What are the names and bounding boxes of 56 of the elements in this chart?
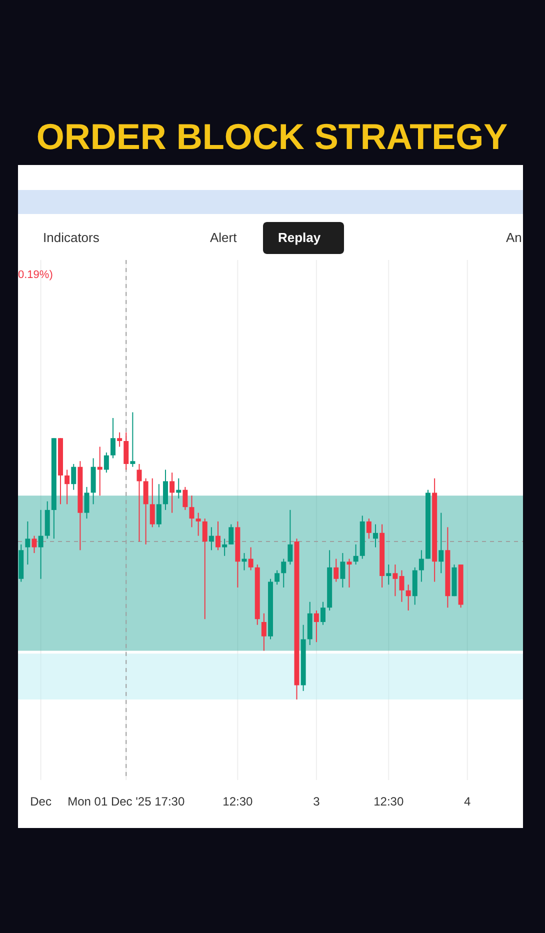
candlestick [366, 518, 372, 540]
candlestick [25, 520, 30, 566]
candlestick [170, 472, 175, 514]
candlestick [38, 509, 44, 580]
candlestick [156, 484, 162, 528]
candlestick [399, 570, 404, 602]
x-tick-label: Dec [30, 794, 52, 808]
candlestick [162, 469, 168, 510]
candlestick [314, 610, 319, 643]
candlestick [150, 478, 155, 528]
text: Alert [210, 230, 238, 245]
candlestick [196, 512, 201, 536]
candlestick [71, 463, 76, 490]
candlestick [124, 432, 129, 470]
candlestick [346, 558, 352, 588]
text: An [506, 230, 522, 245]
candlestick [288, 509, 293, 566]
candlestick [143, 478, 148, 545]
candlestick [353, 544, 358, 566]
candlestick [136, 463, 142, 542]
candlestick [418, 550, 424, 582]
text: Replay [278, 230, 322, 245]
candlestick [182, 486, 188, 510]
x-tick-label: 3 [313, 794, 320, 808]
candlestick [64, 469, 70, 505]
candlestick [222, 538, 228, 556]
candlestick [208, 526, 214, 551]
text: 0.19%) [18, 269, 53, 281]
candlestick [392, 564, 398, 597]
candlestick [274, 570, 280, 586]
candlestick [117, 432, 122, 448]
candlestick [189, 495, 194, 528]
candlestick [248, 546, 254, 571]
candlestick [228, 524, 234, 545]
candlestick [216, 520, 220, 551]
candlestick [386, 564, 392, 586]
candlestick [104, 452, 109, 474]
chart-title: ORDER BLOCK STRATEGY [36, 116, 508, 157]
candlestick [334, 558, 339, 582]
candlestick [202, 518, 208, 620]
x-tick-label: Mon 01 Dec '25 17:30 [68, 794, 185, 808]
text: Indicators [43, 230, 100, 245]
candlestick [110, 418, 116, 459]
candlestick [130, 412, 136, 468]
x-tick-label: 4 [464, 794, 472, 808]
candlestick [32, 535, 37, 554]
candlestick [281, 558, 286, 588]
candlestick [84, 486, 90, 520]
candlestick [406, 584, 411, 611]
candlestick [373, 524, 378, 548]
x-tick-label: 12:30 [374, 794, 404, 808]
candlestick [438, 512, 444, 574]
candlestick [261, 612, 266, 652]
candlestick [340, 552, 346, 588]
x-tick-label: 12:30 [222, 794, 254, 808]
candlestick [320, 601, 326, 626]
